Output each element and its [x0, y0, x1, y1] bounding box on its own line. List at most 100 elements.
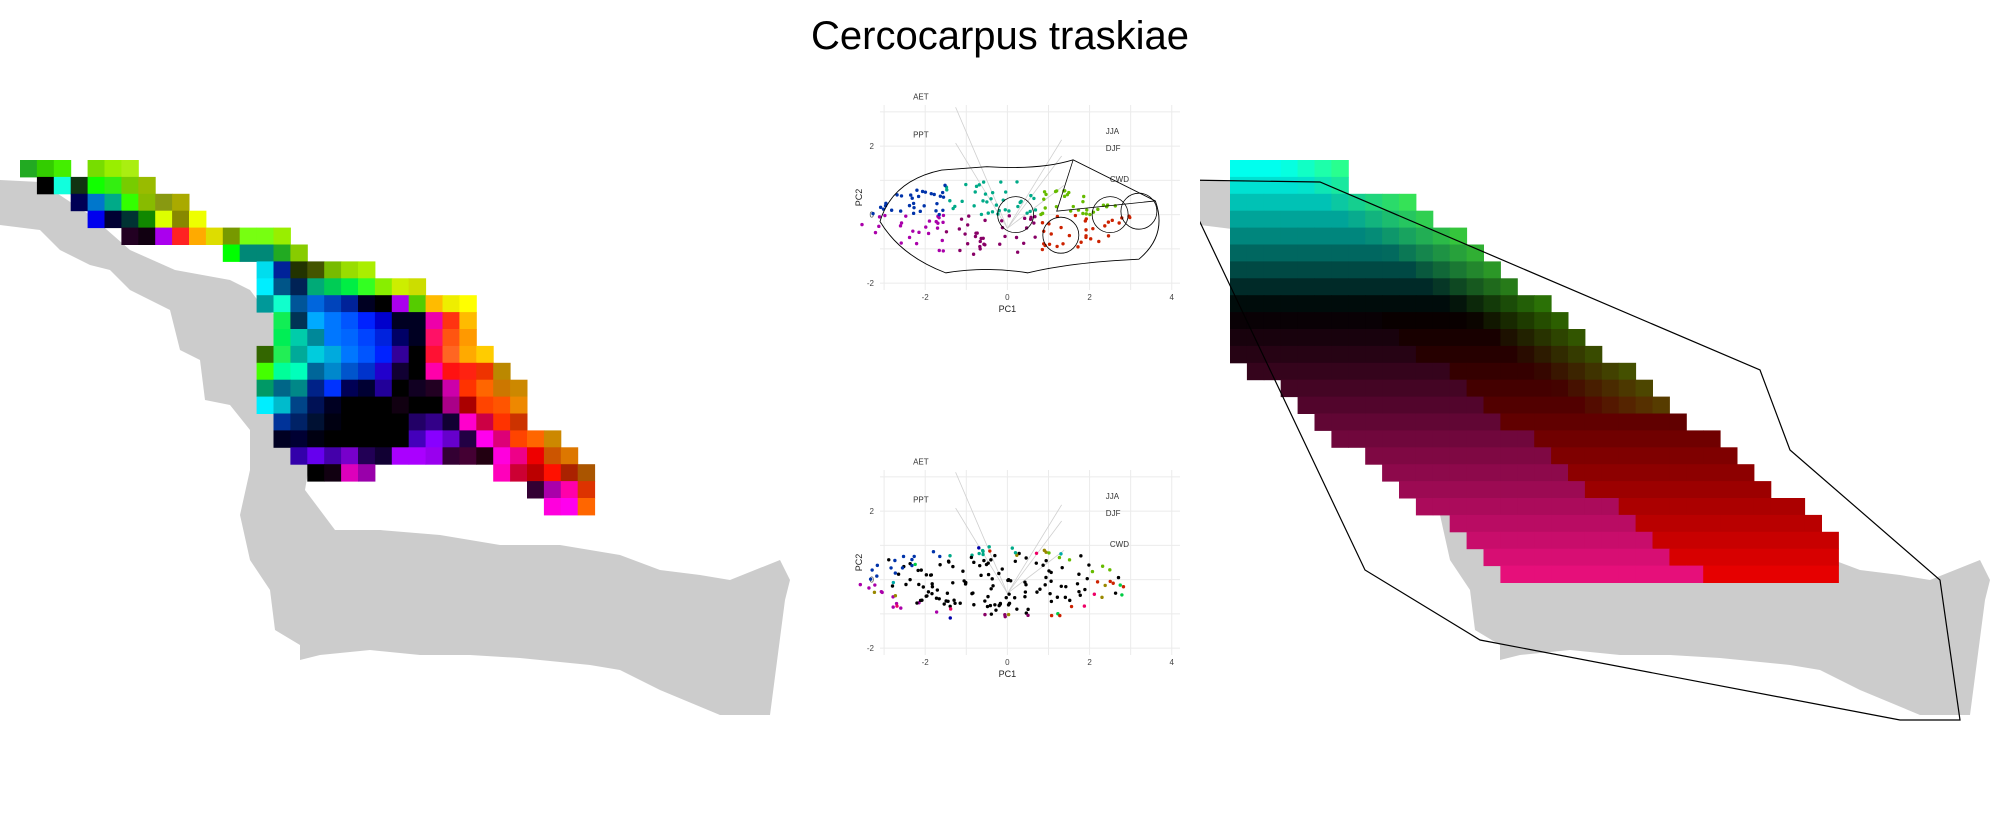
data-point — [942, 602, 946, 606]
data-point — [985, 200, 989, 204]
data-point — [1015, 250, 1020, 254]
grid-cell — [1314, 210, 1332, 229]
data-point — [990, 210, 995, 214]
data-point — [875, 574, 879, 578]
grid-cell — [1432, 447, 1451, 465]
grid-cell — [459, 362, 477, 381]
grid-cell — [1669, 531, 1687, 550]
grid-cell — [1703, 514, 1721, 533]
data-point — [978, 563, 982, 568]
grid-cell — [1382, 261, 1400, 279]
grid-cell — [1263, 176, 1282, 195]
grid-cell — [256, 295, 274, 313]
grid-cell — [222, 227, 241, 245]
data-point — [1085, 208, 1089, 212]
grid-cell — [290, 312, 308, 330]
loading-arrow — [1007, 155, 1062, 229]
data-point — [909, 193, 913, 197]
grid-cell — [527, 464, 545, 482]
grid-cell — [1246, 176, 1265, 195]
data-point — [1022, 216, 1027, 221]
grid-cell — [1517, 312, 1535, 330]
grid-cell — [1382, 413, 1400, 431]
grid-cell — [290, 396, 308, 414]
grid-cell — [1348, 329, 1366, 347]
grid-cell — [189, 210, 207, 229]
grid-cell — [358, 447, 376, 465]
grid-cell — [172, 210, 190, 229]
grid-cell — [1432, 278, 1451, 296]
grid-cell — [1331, 362, 1349, 381]
grid-cell — [1568, 548, 1586, 567]
data-point — [1010, 546, 1014, 550]
grid-cell — [1415, 481, 1434, 499]
grid-cell — [1618, 396, 1637, 414]
grid-cell — [1230, 160, 1248, 178]
grid-cell — [1449, 345, 1468, 364]
data-point — [988, 603, 993, 608]
data-point — [989, 612, 994, 616]
grid-cell — [425, 345, 443, 364]
grid-cell — [358, 312, 376, 330]
data-point — [878, 205, 883, 210]
grid-cell — [442, 447, 460, 465]
grid-cell — [256, 362, 274, 381]
data-point — [1090, 569, 1095, 574]
data-point — [937, 212, 941, 217]
grid-cell — [1449, 447, 1468, 465]
grid-cell — [1331, 430, 1349, 448]
grid-cell — [391, 295, 410, 313]
grid-cell — [425, 329, 443, 347]
data-point — [937, 597, 941, 601]
grid-cell — [1432, 498, 1451, 516]
grid-cell — [1753, 548, 1772, 567]
data-point — [1038, 587, 1042, 591]
y-tick-label: 0 — [870, 576, 875, 585]
grid-cell — [1821, 531, 1839, 550]
grid-cell — [273, 413, 291, 431]
grid-cell — [1246, 193, 1265, 212]
grid-cell — [1483, 329, 1501, 347]
grid-cell — [1449, 396, 1468, 414]
x-axis-label: PC1 — [999, 304, 1017, 314]
grid-cell — [1466, 514, 1484, 533]
grid-cell — [290, 345, 308, 364]
grid-cell — [1331, 312, 1349, 330]
grid-cell — [1517, 329, 1535, 347]
grid-cell — [1399, 295, 1417, 313]
grid-cell — [1652, 565, 1670, 583]
grid-cell — [1331, 261, 1349, 279]
grid-cell — [1365, 227, 1383, 245]
grid-cell — [1280, 379, 1299, 398]
grid-cell — [1686, 481, 1704, 499]
grid-cell — [1483, 379, 1501, 398]
grid-cell — [493, 430, 511, 448]
data-point — [948, 554, 952, 558]
grid-cell — [493, 362, 511, 381]
grid-cell — [172, 227, 190, 245]
grid-cell — [374, 413, 393, 431]
grid-cell — [1568, 362, 1586, 381]
grid-cell — [1365, 413, 1383, 431]
grid-cell — [1466, 278, 1484, 296]
data-point — [936, 221, 940, 225]
grid-cell — [577, 498, 596, 516]
grid-cell — [1280, 160, 1299, 178]
grid-cell — [1517, 481, 1535, 499]
data-point — [901, 554, 906, 559]
grid-cell — [1415, 261, 1434, 279]
data-point — [907, 235, 912, 240]
data-point — [1049, 232, 1053, 236]
data-point — [890, 584, 895, 588]
data-point — [1054, 189, 1059, 193]
grid-cell — [1432, 396, 1451, 414]
grid-cell — [1230, 261, 1248, 279]
data-point — [1007, 592, 1011, 596]
grid-cell — [425, 396, 443, 414]
data-point — [1073, 213, 1078, 218]
grid-cell — [1415, 345, 1434, 364]
grid-cell — [1297, 227, 1315, 245]
data-point — [1062, 194, 1067, 199]
grid-cell — [307, 295, 325, 313]
data-point — [1013, 551, 1018, 555]
